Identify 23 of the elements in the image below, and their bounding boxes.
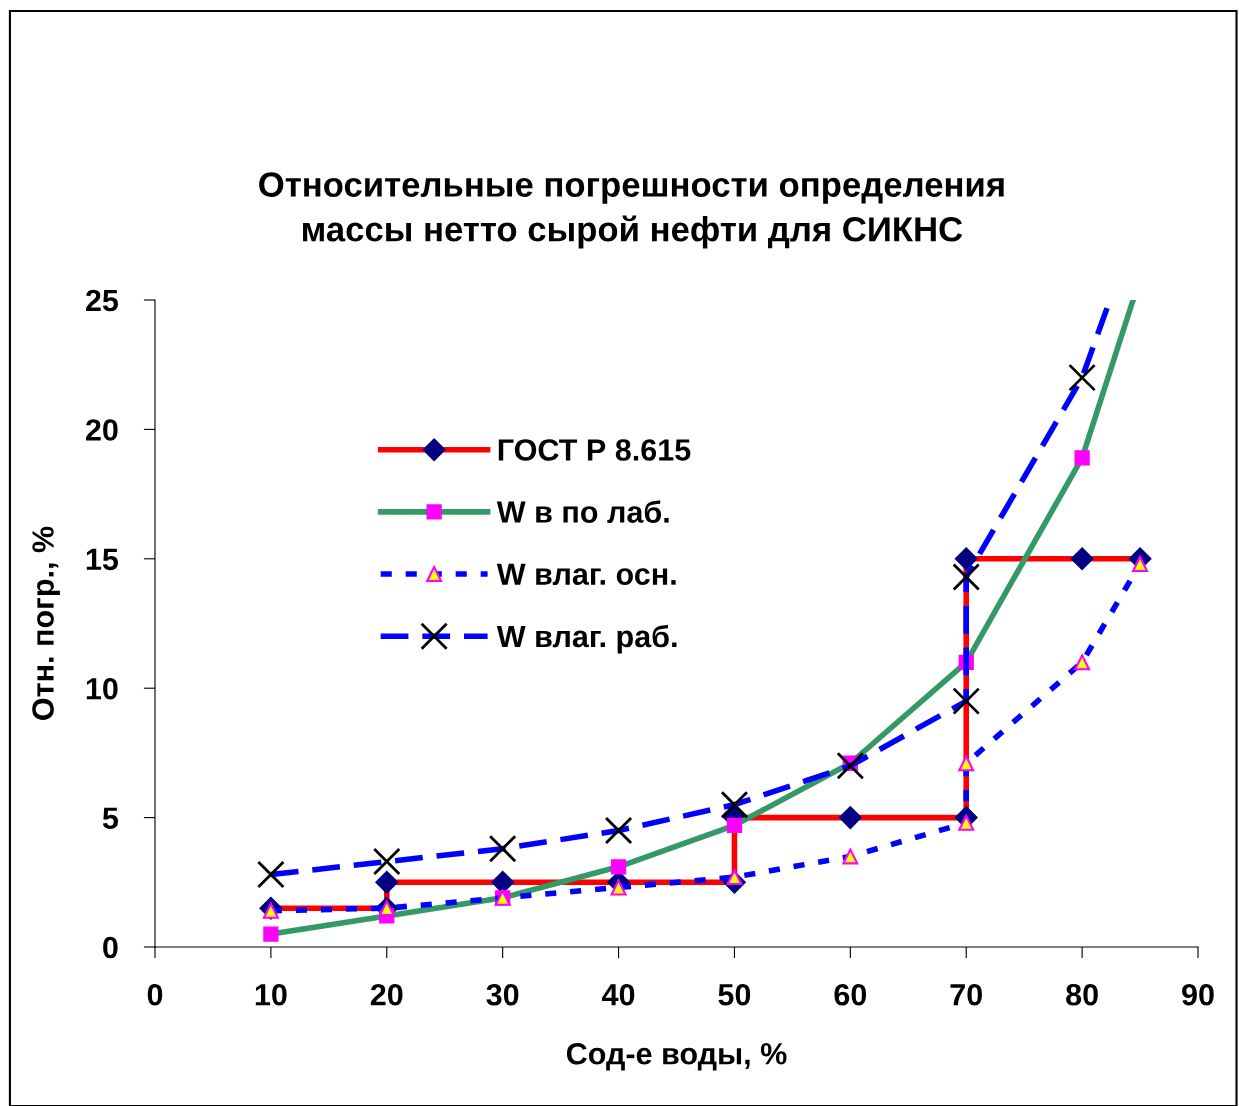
legend-label: W влаг. осн. [496,563,676,585]
y-tick-label: 15 [86,548,119,571]
x-tick-label: 50 [718,983,751,1006]
x-tick-label: 60 [834,983,867,1006]
x-tick-label: 20 [370,983,403,1006]
x-tick-label: 70 [950,983,982,1006]
x-tick-label: 80 [1066,983,1098,1006]
x-tick-label: 0 [147,983,163,1006]
y-tick-label: 25 [85,289,119,312]
y-tick-label: 5 [102,807,119,829]
x-axis-title: Сод-е воды, % [566,1042,787,1071]
x-tick-label: 40 [602,983,635,1006]
y-tick-label: 0 [103,936,118,959]
y-tick-label: 20 [85,419,118,441]
legend-label: W в по лаб. [496,500,669,523]
x-tick-label: 30 [486,983,519,1006]
y-tick-label: 10 [86,677,118,700]
legend-label: ГОСТ Р 8.615 [498,439,691,461]
y-axis-title: Отн. погр., % [32,526,60,720]
chart-title: Относительные погрешности определения массы нетто сырой нефти для СИКНС [259,172,1004,249]
legend-label: W влаг. раб. [496,624,677,654]
x-tick-label: 90 [1182,983,1214,1006]
x-tick-label: 10 [255,983,287,1006]
